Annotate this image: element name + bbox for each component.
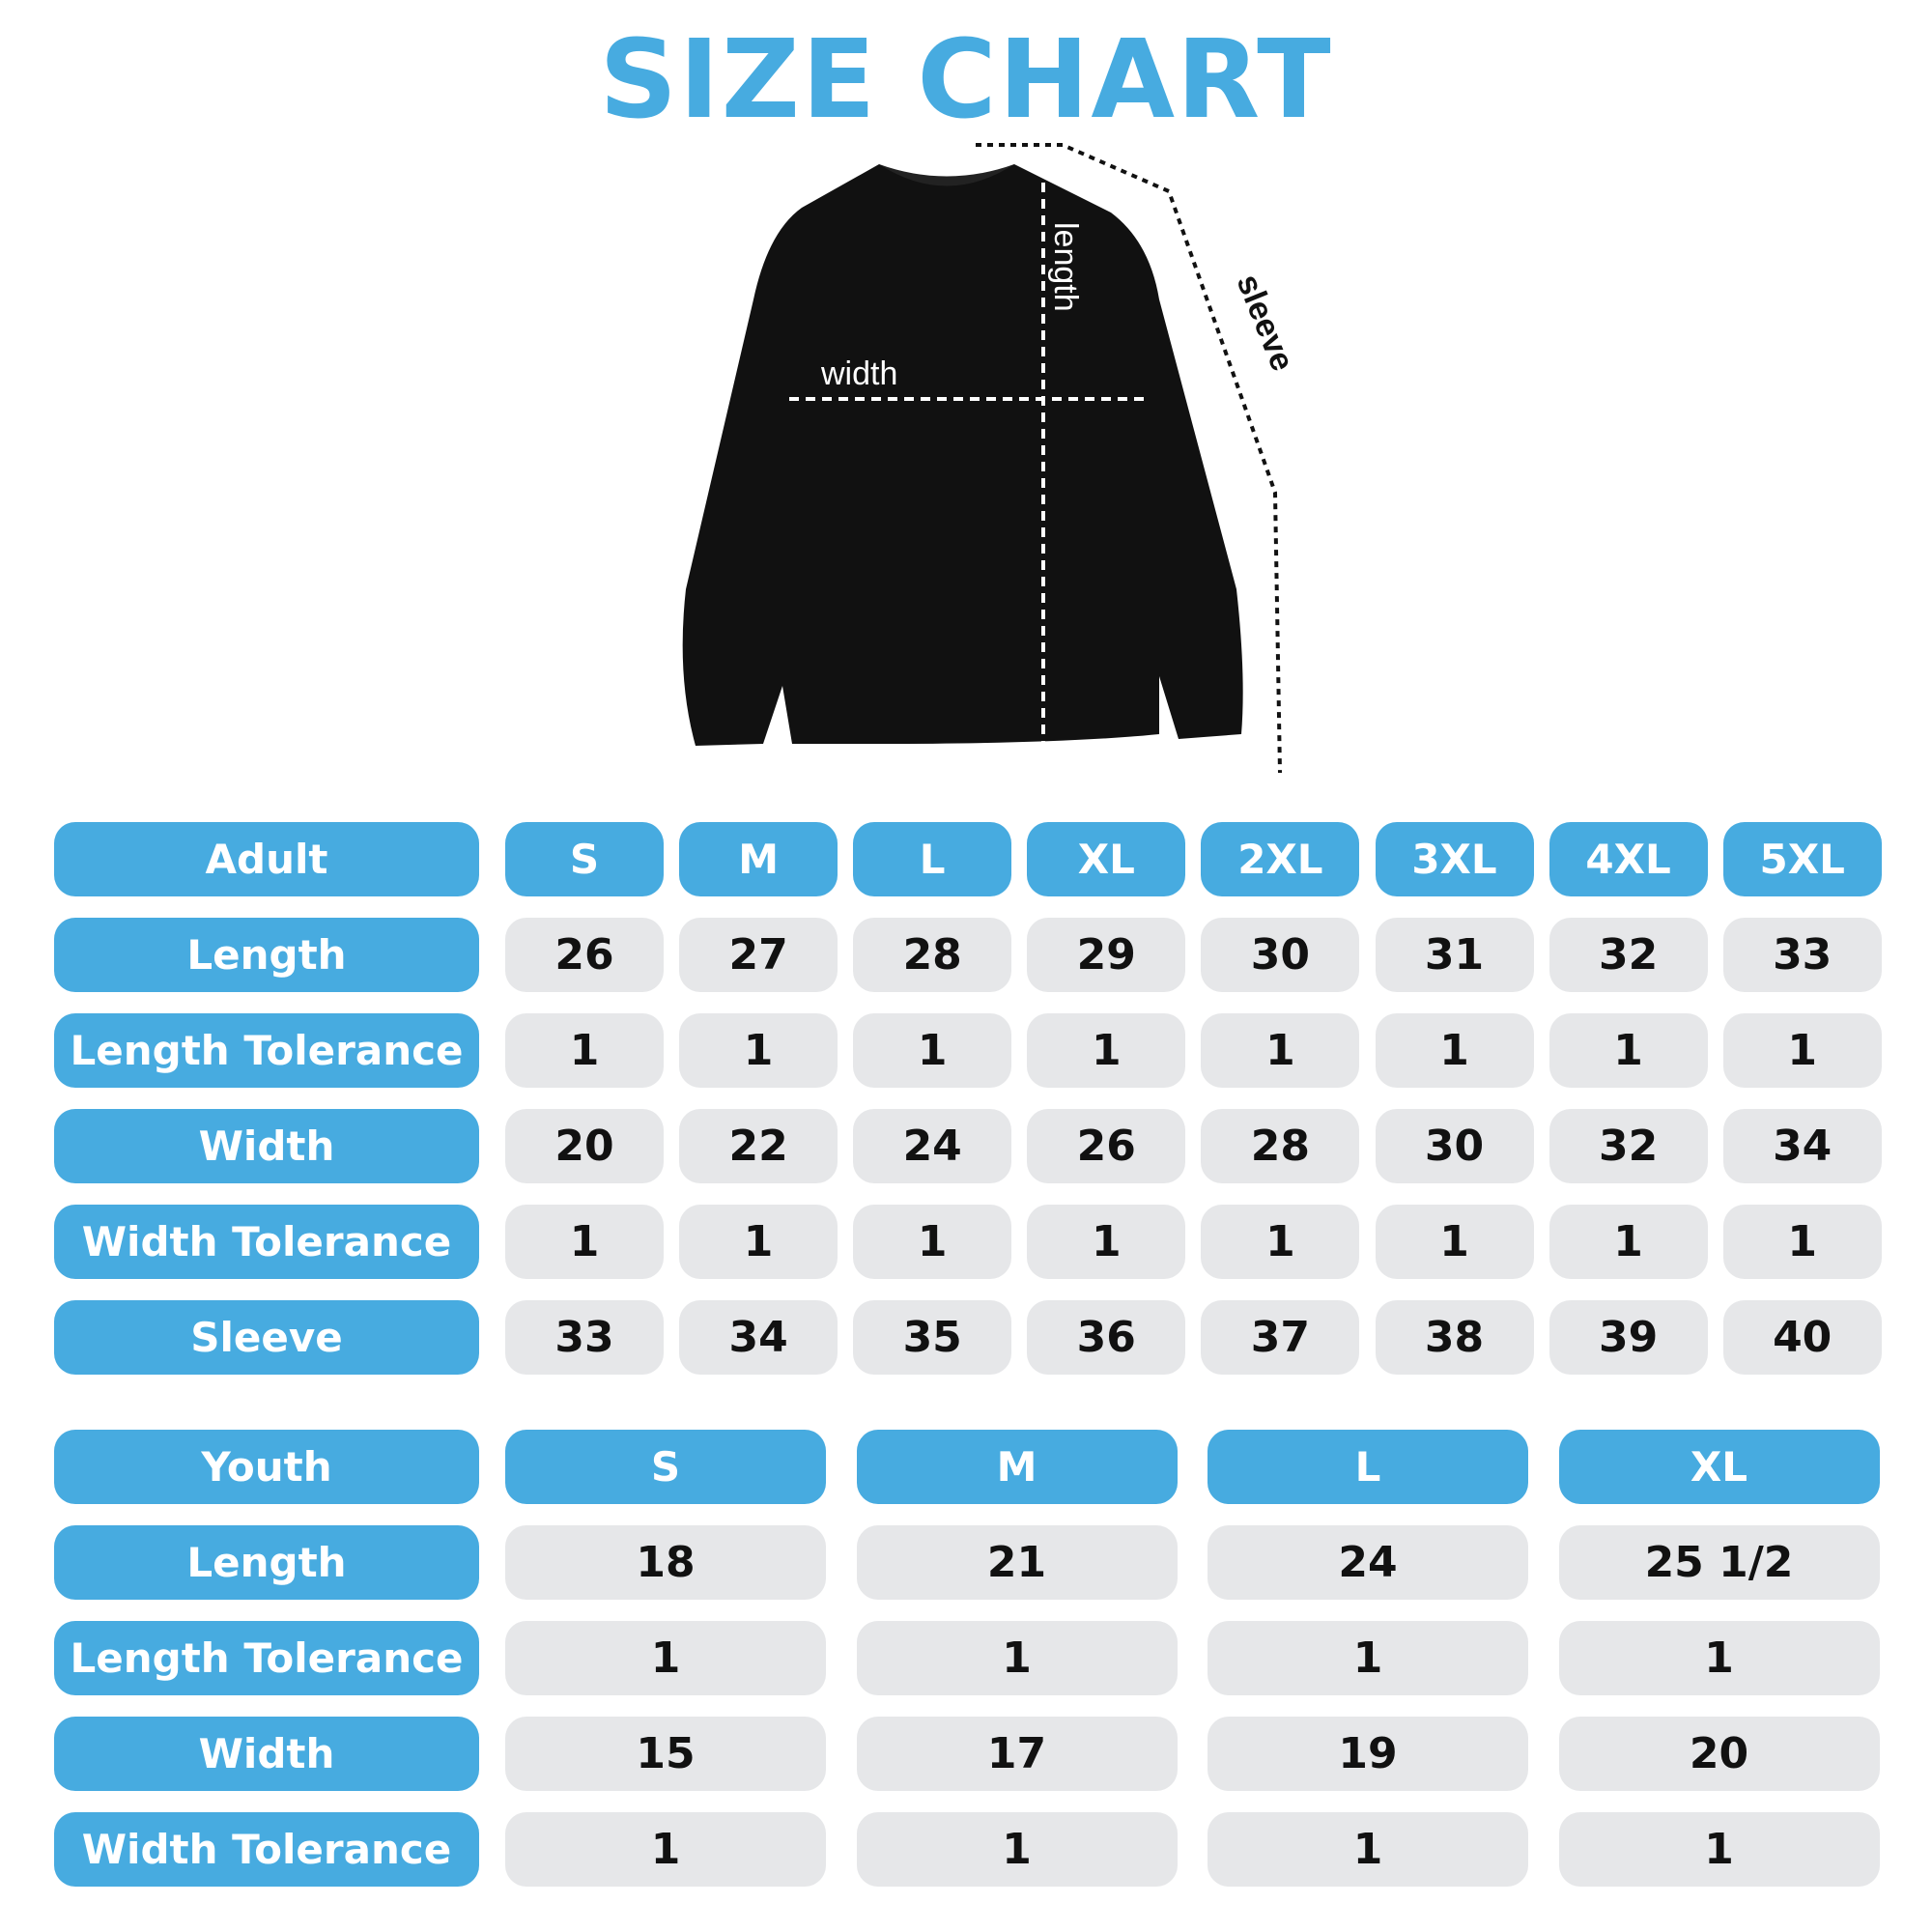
youth-cell: 1 <box>1208 1812 1528 1887</box>
adult-size-header: 5XL <box>1722 822 1882 896</box>
sleeve-label: sleeve <box>1230 270 1301 377</box>
page-title: SIZE CHART <box>599 17 1333 143</box>
adult-cell: 1 <box>1375 1205 1534 1279</box>
adult-cell: 26 <box>505 918 664 992</box>
adult-cell: 28 <box>853 918 1012 992</box>
adult-size-header: 3XL <box>1375 822 1534 896</box>
adult-cell: 1 <box>1548 1205 1708 1279</box>
adult-cell: 34 <box>1722 1109 1882 1183</box>
adult-cell: 30 <box>1375 1109 1534 1183</box>
youth-cell: 1 <box>1208 1621 1528 1695</box>
adult-size-header: XL <box>1027 822 1186 896</box>
youth-size-header: XL <box>1558 1430 1880 1504</box>
adult-cell: 1 <box>1722 1205 1882 1279</box>
adult-cell: 1 <box>1027 1205 1186 1279</box>
adult-cell: 1 <box>505 1205 664 1279</box>
adult-cell: 1 <box>679 1013 838 1088</box>
adult-cell: 1 <box>1201 1205 1360 1279</box>
adult-cell: 1 <box>1027 1013 1186 1088</box>
youth-cell: 25 1/2 <box>1558 1525 1880 1600</box>
youth-row-label: Length <box>54 1525 479 1600</box>
youth-cell: 24 <box>1208 1525 1528 1600</box>
adult-cell: 32 <box>1548 1109 1708 1183</box>
sleeve-measure-line <box>976 143 1282 774</box>
youth-cell: 20 <box>1558 1717 1880 1791</box>
adult-cell: 1 <box>679 1205 838 1279</box>
adult-row-label: Sleeve <box>54 1300 479 1375</box>
adult-cell: 29 <box>1027 918 1186 992</box>
adult-cell: 28 <box>1201 1109 1360 1183</box>
youth-size-header: S <box>505 1430 826 1504</box>
youth-cell: 1 <box>1558 1812 1880 1887</box>
adult-cell: 1 <box>505 1013 664 1088</box>
youth-cell: 1 <box>1558 1621 1880 1695</box>
adult-cell: 31 <box>1375 918 1534 992</box>
youth-cell: 1 <box>505 1812 826 1887</box>
adult-header-label: Adult <box>54 822 479 896</box>
youth-cell: 17 <box>856 1717 1178 1791</box>
youth-row-label: Width <box>54 1717 479 1791</box>
youth-cell: 1 <box>856 1812 1178 1887</box>
adult-row-label: Width <box>54 1109 479 1183</box>
youth-cell: 15 <box>505 1717 826 1791</box>
adult-cell: 1 <box>853 1013 1012 1088</box>
adult-cell: 1 <box>1375 1013 1534 1088</box>
adult-cell: 22 <box>679 1109 838 1183</box>
youth-row-label: Length Tolerance <box>54 1621 479 1695</box>
adult-cell: 36 <box>1027 1300 1186 1375</box>
adult-cell: 26 <box>1027 1109 1186 1183</box>
youth-cell: 21 <box>856 1525 1178 1600</box>
youth-header-label: Youth <box>54 1430 479 1504</box>
adult-cell: 1 <box>1722 1013 1882 1088</box>
youth-size-header: L <box>1208 1430 1528 1504</box>
adult-row-label: Length <box>54 918 479 992</box>
youth-cell: 18 <box>505 1525 826 1600</box>
adult-size-header: 4XL <box>1548 822 1708 896</box>
youth-row-label: Width Tolerance <box>54 1812 479 1887</box>
adult-cell: 32 <box>1548 918 1708 992</box>
youth-cell: 1 <box>856 1621 1178 1695</box>
length-label: length <box>1047 222 1084 312</box>
adult-cell: 1 <box>853 1205 1012 1279</box>
adult-size-header: 2XL <box>1201 822 1360 896</box>
sweater-diagram: width length sleeve <box>682 143 1301 774</box>
adult-size-header: L <box>853 822 1012 896</box>
adult-row-label: Length Tolerance <box>54 1013 479 1088</box>
adult-cell: 30 <box>1201 918 1360 992</box>
adult-cell: 40 <box>1722 1300 1882 1375</box>
collar <box>879 164 1014 186</box>
youth-cell: 19 <box>1208 1717 1528 1791</box>
youth-size-header: M <box>856 1430 1178 1504</box>
adult-cell: 39 <box>1548 1300 1708 1375</box>
adult-cell: 1 <box>1548 1013 1708 1088</box>
adult-cell: 33 <box>505 1300 664 1375</box>
adult-size-header: M <box>679 822 838 896</box>
width-label: width <box>820 355 897 392</box>
adult-cell: 24 <box>853 1109 1012 1183</box>
youth-cell: 1 <box>505 1621 826 1695</box>
adult-cell: 37 <box>1201 1300 1360 1375</box>
adult-cell: 33 <box>1722 918 1882 992</box>
adult-cell: 1 <box>1201 1013 1360 1088</box>
adult-cell: 20 <box>505 1109 664 1183</box>
adult-size-header: S <box>505 822 664 896</box>
sweater-shape <box>682 164 1243 746</box>
adult-cell: 38 <box>1375 1300 1534 1375</box>
adult-row-label: Width Tolerance <box>54 1205 479 1279</box>
adult-cell: 35 <box>853 1300 1012 1375</box>
adult-cell: 34 <box>679 1300 838 1375</box>
adult-cell: 27 <box>679 918 838 992</box>
